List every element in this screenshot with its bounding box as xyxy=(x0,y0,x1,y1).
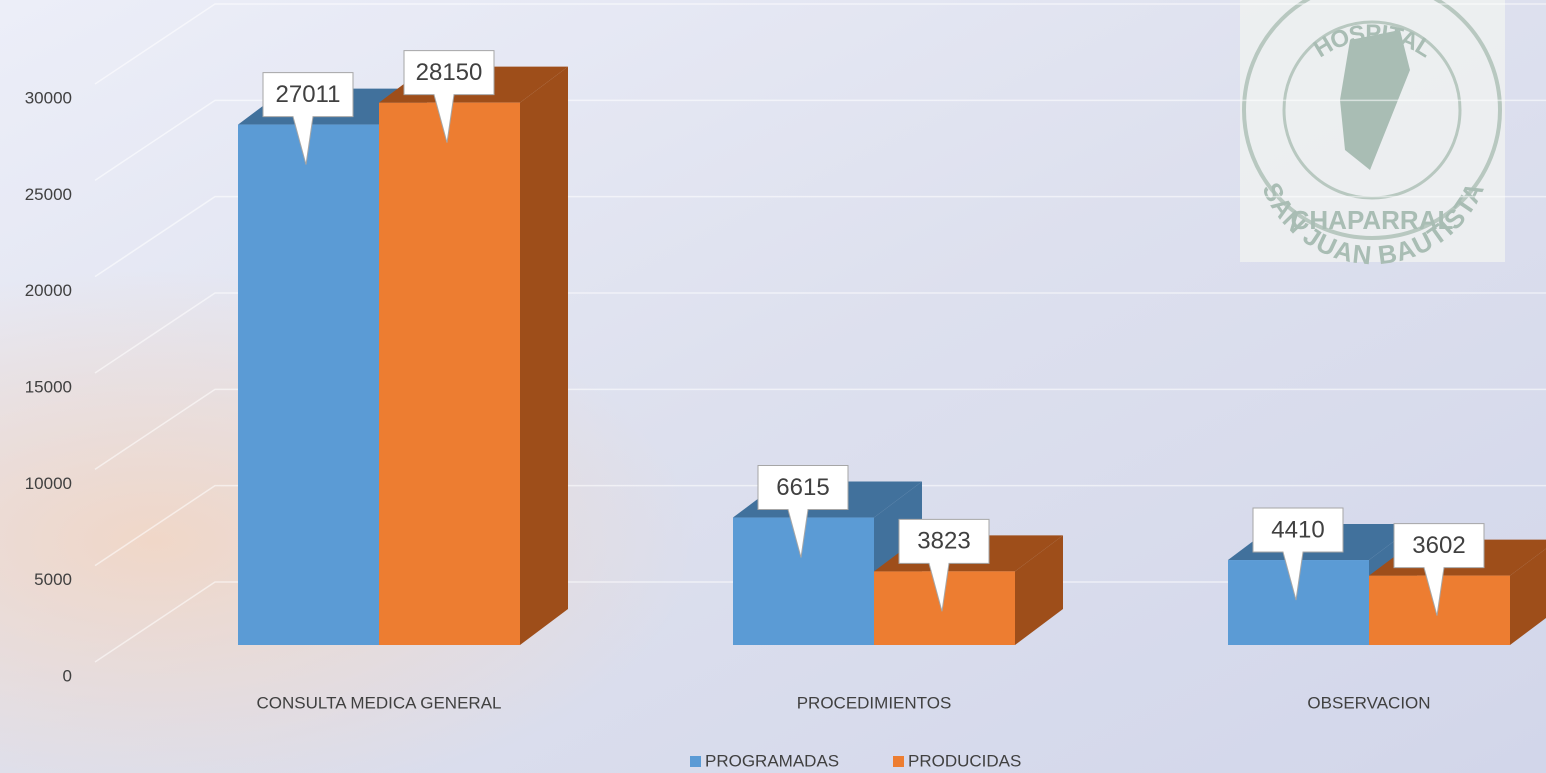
legend-label: PRODUCIDAS xyxy=(908,751,1021,770)
bar xyxy=(238,124,379,645)
grid-line xyxy=(94,99,1546,181)
logo-text: CHAPARRAL xyxy=(1291,205,1454,235)
y-tick-label: 20000 xyxy=(25,281,72,300)
callout xyxy=(403,50,495,143)
bar xyxy=(379,102,520,646)
legend-swatch xyxy=(690,756,701,767)
y-tick-label: 0 xyxy=(63,666,72,685)
bar-side xyxy=(520,66,568,646)
legend-swatch xyxy=(893,756,904,767)
grid-line xyxy=(94,3,1546,85)
x-tick-label: PROCEDIMIENTOS xyxy=(797,693,952,712)
data-label: 27011 xyxy=(276,81,341,108)
legend-label: PROGRAMADAS xyxy=(705,751,839,770)
data-label: 3823 xyxy=(917,528,970,555)
y-tick-label: 25000 xyxy=(25,185,72,204)
grid-line xyxy=(94,581,1546,663)
y-tick-label: 10000 xyxy=(25,474,72,493)
logo-ring xyxy=(1242,0,1502,240)
y-tick-label: 15000 xyxy=(25,377,72,396)
grid-line xyxy=(94,195,1546,278)
callout xyxy=(1252,507,1344,601)
data-label: 28150 xyxy=(416,59,483,86)
grid-line xyxy=(94,484,1546,567)
callout xyxy=(898,518,990,612)
logo: HOSPITAL SAN JUAN BAUTISTA CHAPARRAL xyxy=(1240,0,1505,270)
logo-ring xyxy=(1282,20,1462,200)
y-tick-label: 5000 xyxy=(34,570,72,589)
y-tick-label: 30000 xyxy=(25,88,72,107)
callout xyxy=(262,72,354,165)
x-tick-label: OBSERVACION xyxy=(1307,693,1430,712)
bar-side xyxy=(1015,535,1063,645)
callout xyxy=(1393,523,1485,616)
x-tick-label: CONSULTA MEDICA GENERAL xyxy=(257,693,502,712)
data-label: 4410 xyxy=(1271,516,1324,543)
grid-line xyxy=(94,292,1546,374)
callout xyxy=(757,465,849,558)
data-label: 6615 xyxy=(776,474,829,501)
bar-side xyxy=(1510,548,1546,645)
data-label: 3602 xyxy=(1412,532,1465,559)
grid-line xyxy=(94,388,1546,470)
